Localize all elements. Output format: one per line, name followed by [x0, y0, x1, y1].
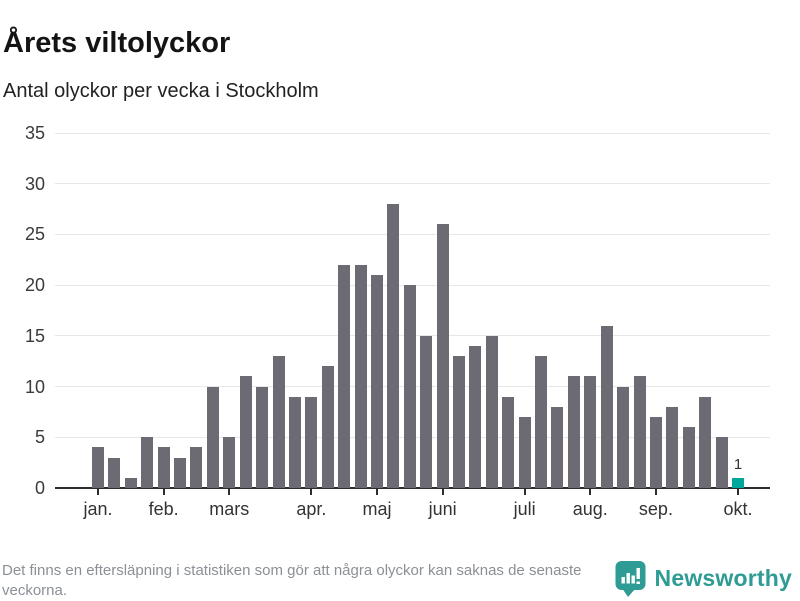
bar-week-28 [535, 356, 548, 488]
x-axis-label-aug: aug. [572, 499, 608, 519]
y-axis-label-10: 10 [24, 376, 45, 397]
y-axis-label-5: 5 [34, 427, 45, 448]
bar-week-8 [206, 386, 219, 488]
x-axis-label-maj: maj [362, 499, 392, 519]
bar-week-33 [617, 386, 630, 488]
bar-week-19 [387, 204, 400, 488]
bar-week-35 [649, 417, 662, 488]
y-axis-label-30: 30 [24, 173, 45, 194]
x-axis-label-apr: apr. [296, 499, 327, 519]
bar-week-13 [288, 396, 301, 488]
y-axis-label-0: 0 [34, 478, 45, 498]
bar-week-27 [518, 417, 531, 488]
chart-subtitle: Antal olyckor per vecka i Stockholm [3, 80, 319, 102]
bar-week-5 [157, 447, 170, 488]
x-axis-label-juni: juni [428, 499, 457, 519]
bar-week-4 [141, 437, 154, 488]
x-axis-label-jan: jan. [83, 499, 113, 519]
bar-week-38 [699, 396, 712, 488]
gridline-30 [55, 183, 770, 185]
x-tick-apr [310, 489, 313, 495]
x-tick-aug [589, 489, 592, 495]
bar-week-21 [420, 335, 433, 488]
newsworthy-logo: Newsworthy [615, 560, 792, 597]
x-tick-okt [736, 489, 739, 495]
bar-week-3 [124, 477, 137, 488]
bar-week-2 [108, 457, 121, 488]
x-tick-mars [228, 489, 231, 495]
bar-week-9 [223, 437, 236, 488]
bar-week-37 [682, 427, 695, 488]
gridline-25 [55, 233, 770, 235]
bar-week-14 [305, 396, 318, 488]
bar-week-10 [239, 376, 252, 488]
bar-week-15 [321, 366, 334, 488]
bar-week-17 [354, 264, 367, 488]
x-axis-label-sep: sep. [638, 499, 673, 519]
bar-week-1 [92, 447, 104, 488]
highlight-value-label: 1 [733, 455, 743, 473]
bar-week-34 [633, 376, 646, 488]
bar-chart: 0 5 10 15 20 25 30 35 1 jan. feb. mars apr. maj juni ju… [24, 123, 770, 519]
bar-week-7 [190, 447, 203, 488]
x-tick-juli [523, 489, 526, 495]
newsworthy-bubble-icon [615, 560, 646, 597]
bar-week-16 [338, 264, 351, 488]
bar-week-18 [370, 275, 383, 488]
y-axis-label-20: 20 [24, 275, 45, 296]
bar-week-31 [584, 376, 597, 488]
x-tick-maj [375, 489, 378, 495]
footnote-text: Det finns en eftersläpning i statistiken… [2, 562, 582, 599]
bar-week-39 [715, 437, 728, 488]
bar-week-12 [272, 356, 285, 488]
brand-name: Newsworthy [654, 565, 792, 591]
bar-week-6 [174, 457, 187, 488]
x-tick-jan [97, 489, 99, 495]
bar-week-25 [485, 335, 498, 488]
bar-week-36 [666, 406, 679, 488]
x-tick-juni [441, 489, 444, 495]
bar-week-22 [436, 224, 449, 488]
x-axis-label-feb: feb. [148, 499, 179, 519]
y-axis-label-35: 35 [24, 123, 45, 143]
bar-week-40-highlight [731, 477, 744, 488]
x-axis-label-okt: okt. [723, 499, 753, 519]
bar-week-20 [403, 285, 416, 488]
y-axis-label-15: 15 [24, 325, 45, 346]
bar-week-29 [551, 406, 564, 488]
x-tick-sep [654, 489, 657, 495]
bar-week-24 [469, 346, 482, 488]
y-axis-label-25: 25 [24, 224, 45, 245]
bar-week-11 [256, 386, 269, 488]
x-axis-line [55, 487, 770, 489]
gridline-35 [55, 132, 770, 134]
x-axis-label-mars: mars [209, 499, 250, 519]
bar-week-23 [453, 356, 466, 488]
x-axis-label-juli: juli [513, 499, 536, 519]
page-title: Årets viltolyckor [3, 27, 231, 60]
bar-week-32 [600, 325, 613, 488]
x-tick-feb [162, 489, 165, 495]
bar-week-30 [567, 376, 580, 488]
bar-week-26 [502, 396, 515, 488]
